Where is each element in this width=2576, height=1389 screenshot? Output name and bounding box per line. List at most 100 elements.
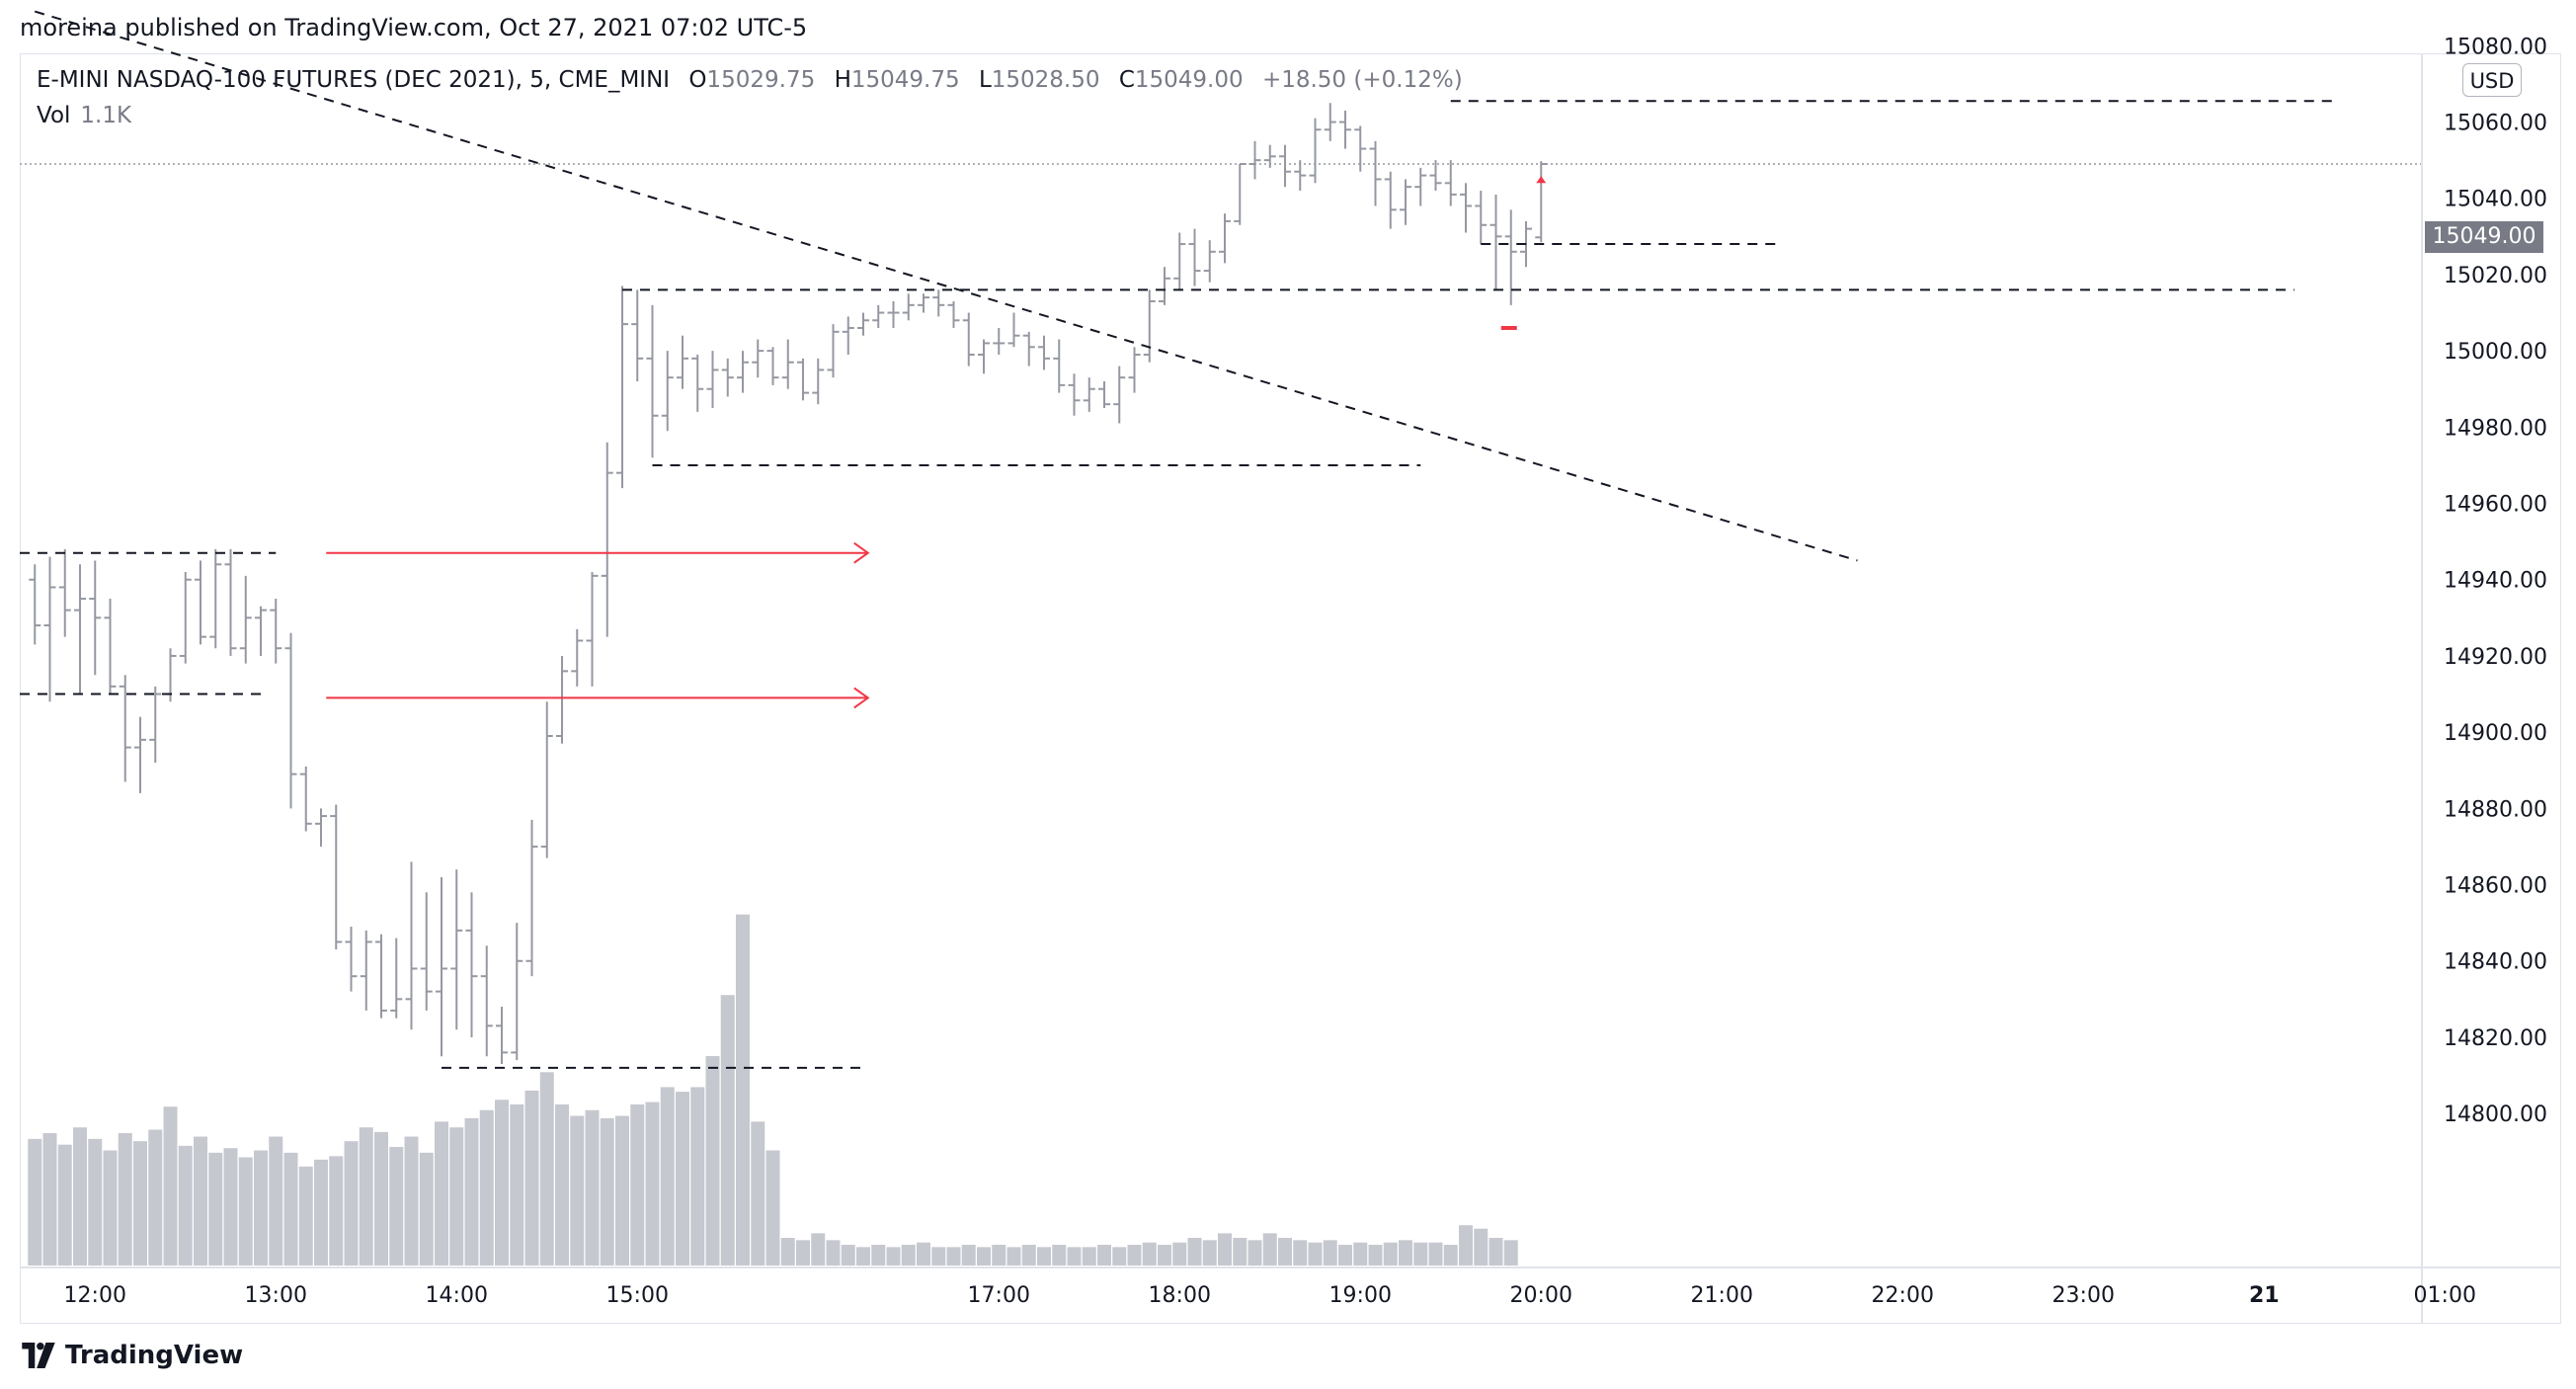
ohlc-bar bbox=[677, 335, 688, 389]
ohlc-bar bbox=[480, 945, 493, 1057]
volume-bar bbox=[314, 1159, 328, 1266]
price-tick-label: 14900.00 bbox=[2444, 721, 2547, 746]
volume-bar bbox=[298, 1166, 313, 1266]
open-value: 15029.75 bbox=[706, 67, 816, 93]
ohlc-bar bbox=[465, 892, 478, 1037]
ohlc-bar bbox=[43, 556, 56, 702]
ohlc-bar bbox=[646, 304, 659, 458]
published-header: moreina published on TradingView.com, Oc… bbox=[20, 14, 808, 41]
time-tick-label: 01:00 bbox=[2414, 1283, 2476, 1308]
price-tick-label: 14880.00 bbox=[2444, 797, 2547, 822]
volume-bar bbox=[269, 1136, 283, 1266]
currency-button[interactable]: USD bbox=[2462, 63, 2522, 97]
ohlc-bar bbox=[405, 861, 418, 1030]
ohlc-bar bbox=[360, 930, 372, 1011]
volume-bar bbox=[1067, 1247, 1082, 1266]
volume-bar bbox=[1459, 1225, 1473, 1266]
tradingview-brand[interactable]: TradingView bbox=[20, 1341, 243, 1370]
chart-frame[interactable] bbox=[20, 53, 2561, 1324]
volume-bar bbox=[510, 1103, 524, 1266]
volume-bar bbox=[404, 1136, 419, 1266]
volume-bar bbox=[449, 1127, 464, 1266]
volume-bar bbox=[344, 1141, 359, 1266]
volume-bar bbox=[751, 1121, 765, 1266]
price-tick-label: 14980.00 bbox=[2444, 416, 2547, 441]
ohlc-bar bbox=[842, 316, 854, 355]
trend-line bbox=[34, 10, 1858, 562]
price-tick-label: 14960.00 bbox=[2444, 493, 2547, 518]
ohlc-bar bbox=[525, 819, 538, 977]
ohlc-bar bbox=[255, 606, 267, 656]
symbol-legend[interactable]: E-MINI NASDAQ-100 FUTURES (DEC 2021), 5,… bbox=[37, 67, 1463, 93]
red-arrow bbox=[326, 541, 870, 564]
ohlc-bar bbox=[179, 572, 192, 664]
volume-bar bbox=[871, 1245, 886, 1266]
time-tick-label: 21:00 bbox=[1691, 1283, 1753, 1308]
volume-bar bbox=[495, 1100, 509, 1266]
volume-bar bbox=[1127, 1245, 1142, 1266]
ohlc-bar bbox=[1219, 213, 1231, 264]
volume-bar bbox=[780, 1238, 795, 1266]
volume-bar bbox=[148, 1129, 163, 1266]
volume-bar bbox=[435, 1121, 448, 1266]
up-marker-icon bbox=[1536, 176, 1547, 184]
ohlc-bar bbox=[1460, 183, 1472, 233]
volume-legend[interactable]: Vol 1.1K bbox=[37, 103, 131, 128]
volume-bar bbox=[329, 1156, 344, 1266]
volume-label[interactable]: Vol bbox=[37, 103, 71, 128]
price-tick-label: 14860.00 bbox=[2444, 874, 2547, 899]
ohlc-bar bbox=[315, 808, 327, 847]
low-value: 15028.50 bbox=[991, 67, 1100, 93]
volume-bar bbox=[1202, 1240, 1217, 1266]
volume-bar bbox=[977, 1247, 991, 1266]
ohlc-bar bbox=[390, 938, 403, 1019]
symbol-name[interactable]: E-MINI NASDAQ-100 FUTURES (DEC 2021), 5,… bbox=[37, 67, 671, 93]
volume-bar bbox=[1172, 1242, 1187, 1266]
time-tick-label: 13:00 bbox=[245, 1283, 307, 1308]
ohlc-bar bbox=[74, 564, 86, 694]
volume-bar bbox=[1037, 1247, 1051, 1266]
volume-bar bbox=[1413, 1242, 1428, 1266]
ohlc-bar bbox=[691, 355, 704, 412]
close-value: 15049.00 bbox=[1134, 67, 1244, 93]
time-tick-label: 20:00 bbox=[1510, 1283, 1572, 1308]
volume-bar bbox=[901, 1245, 916, 1266]
ohlc-bar bbox=[1504, 209, 1517, 305]
volume-bar bbox=[1338, 1245, 1352, 1266]
ohlc-bar bbox=[571, 628, 584, 687]
volume-bar bbox=[1383, 1242, 1398, 1266]
volume-bar bbox=[223, 1148, 238, 1266]
volume-bar bbox=[208, 1152, 223, 1266]
price-tick-label: 14820.00 bbox=[2444, 1026, 2547, 1051]
ohlc-bar bbox=[1188, 228, 1201, 286]
price-tick-label: 14920.00 bbox=[2444, 645, 2547, 670]
ohlc-bar bbox=[1098, 381, 1110, 409]
ohlc-bar bbox=[1113, 366, 1126, 424]
volume-bar bbox=[1489, 1238, 1503, 1266]
volume-bar bbox=[886, 1247, 901, 1266]
volume-bar bbox=[194, 1136, 207, 1266]
ohlc-bar bbox=[299, 766, 312, 832]
ohlc-bar bbox=[1128, 347, 1141, 393]
ohlc-bar bbox=[134, 716, 146, 793]
ohlc-bar bbox=[1279, 144, 1291, 188]
open-label: O bbox=[688, 67, 707, 93]
volume-bar bbox=[720, 995, 735, 1266]
price-tick-label: 14840.00 bbox=[2444, 950, 2547, 975]
volume-bar bbox=[1218, 1233, 1232, 1266]
volume-bar bbox=[419, 1152, 434, 1266]
low-label: L bbox=[978, 67, 992, 93]
ohlc-bar bbox=[119, 675, 131, 782]
volume-bar bbox=[1158, 1245, 1171, 1266]
red-arrow bbox=[326, 687, 870, 709]
ohlc-bar bbox=[661, 351, 674, 432]
ohlc-bar bbox=[1414, 167, 1427, 206]
ohlc-bar bbox=[1369, 140, 1382, 206]
ohlc-bar bbox=[1384, 171, 1397, 229]
volume-bar bbox=[811, 1233, 826, 1266]
volume-bar bbox=[630, 1103, 645, 1266]
ohlc-bar bbox=[872, 304, 885, 328]
ohlc-bar bbox=[540, 701, 553, 858]
ohlc-bar bbox=[631, 289, 644, 382]
